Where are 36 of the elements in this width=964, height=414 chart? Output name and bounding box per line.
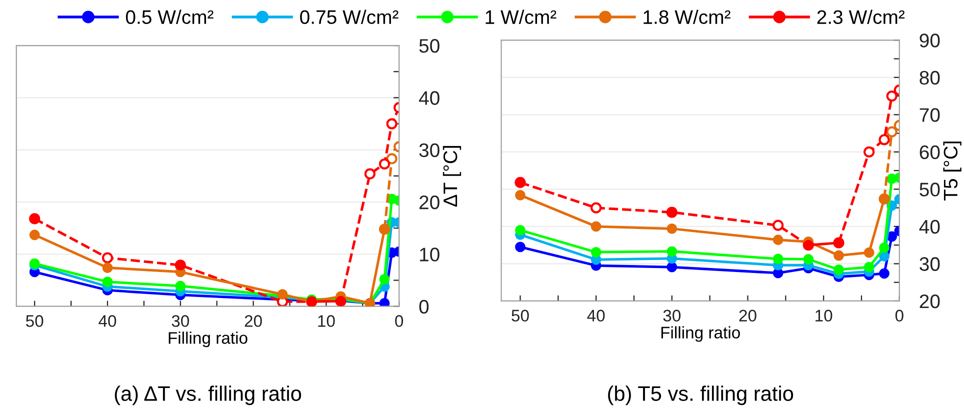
y-tick-label: 40 bbox=[919, 220, 940, 234]
x-tick-label: 50 bbox=[26, 315, 44, 327]
x-tick-label: 0 bbox=[895, 310, 904, 322]
y-tick-label: 40 bbox=[418, 91, 440, 105]
x-tick-label: 10 bbox=[318, 315, 335, 327]
y-tick-label: 60 bbox=[920, 145, 940, 160]
y-tick-label: 30 bbox=[920, 257, 940, 271]
legend-label: 0.5 W/cm² bbox=[126, 10, 214, 24]
x-tick-label: 30 bbox=[663, 310, 681, 322]
y-tick-label: 30 bbox=[419, 143, 440, 158]
legend-label: 1 W/cm² bbox=[486, 10, 556, 24]
text: (a) ΔT vs. filling ratio bbox=[114, 386, 302, 406]
y-tick-label: 90 bbox=[920, 34, 940, 48]
y-tick-label: 80 bbox=[920, 70, 940, 85]
y-tick-label: 20 bbox=[920, 294, 940, 308]
x-tick-label: 40 bbox=[98, 315, 116, 327]
y-tick-label: 70 bbox=[920, 108, 940, 122]
x-tick-label: 20 bbox=[244, 315, 262, 327]
x-axis-title: Filling ratio bbox=[168, 332, 248, 348]
y-axis-title: ΔT [°C] bbox=[442, 146, 462, 207]
y-tick-label: 50 bbox=[419, 39, 440, 53]
legend-label: 2.3 W/cm² bbox=[817, 10, 905, 24]
x-axis-title: Filling ratio bbox=[661, 326, 740, 342]
text: (b) T5 vs. filling ratio bbox=[608, 386, 794, 406]
legend-label: 0.75 W/cm² bbox=[300, 10, 398, 24]
x-tick-label: 0 bbox=[395, 315, 404, 327]
x-tick-label: 20 bbox=[739, 310, 756, 322]
x-tick-label: 10 bbox=[816, 310, 832, 322]
y-tick-label: 20 bbox=[420, 196, 440, 210]
y-tick-label: 50 bbox=[920, 182, 940, 196]
x-tick-label: 50 bbox=[512, 310, 529, 322]
legend-label: 1.8 W/cm² bbox=[644, 10, 730, 24]
x-tick-label: 30 bbox=[172, 315, 190, 327]
y-tick-label: 10 bbox=[420, 248, 440, 262]
x-tick-label: 40 bbox=[587, 310, 605, 322]
y-axis-title: T5 [°C] bbox=[943, 142, 962, 200]
